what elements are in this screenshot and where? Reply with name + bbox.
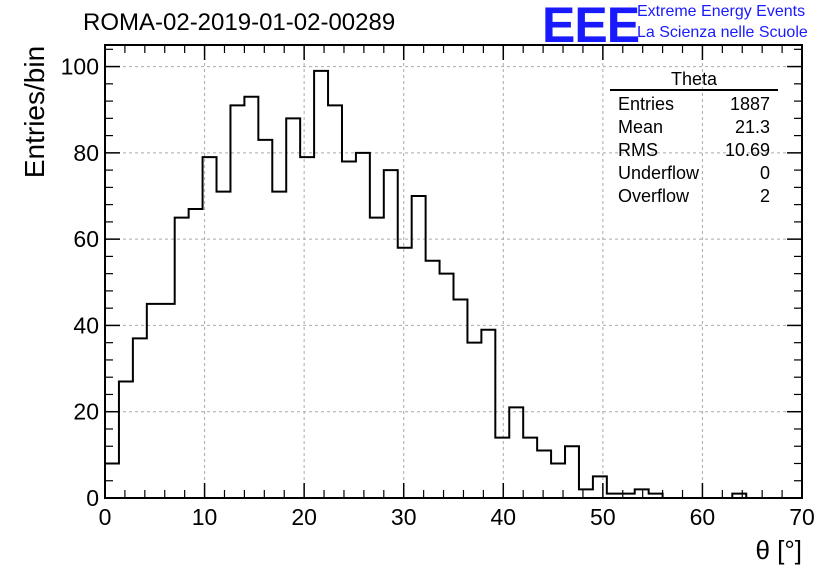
histogram-series [104, 69, 802, 499]
eee-logo: EEE [542, 0, 640, 53]
logo-line-2: La Scienza nelle Scuole [637, 24, 808, 41]
stats-title: Theta [610, 67, 778, 91]
x-tick-label: 40 [490, 504, 516, 530]
stats-value: 10.69 [724, 140, 770, 160]
stats-row-mean: Mean 21.3 [610, 116, 778, 139]
logo-line-1: Extreme Energy Events [637, 3, 806, 20]
y-tick-label: 20 [73, 399, 99, 425]
stats-row-underflow: Underflow 0 [610, 162, 778, 185]
stats-value: 2 [759, 186, 770, 206]
y-tick-label: 60 [73, 226, 99, 252]
chart-title: ROMA-02-2019-01-02-00289 [83, 9, 396, 36]
x-tick-label: 20 [291, 504, 317, 530]
stats-value: 21.3 [734, 117, 770, 137]
stats-label: Underflow [618, 163, 700, 183]
y-tick-label: 80 [73, 140, 99, 166]
x-tick-label: 60 [690, 504, 716, 530]
x-tick-label: 0 [99, 504, 112, 530]
x-tick-label: 70 [789, 504, 815, 530]
x-axis-label: θ [°] [755, 535, 802, 565]
stats-box: Theta Entries 1887 Mean 21.3 RMS 10.69 U… [610, 67, 778, 208]
y-tick-label: 40 [73, 312, 99, 338]
x-tick-label: 10 [192, 504, 218, 530]
y-tick-label: 100 [61, 54, 99, 80]
x-tick-label: 30 [391, 504, 417, 530]
plot-frame [104, 44, 803, 499]
stats-label: Entries [618, 94, 675, 114]
y-tick-label: 0 [86, 485, 99, 511]
stats-row-rms: RMS 10.69 [610, 139, 778, 162]
stats-label: Overflow [618, 186, 690, 206]
stats-row-overflow: Overflow 2 [610, 185, 778, 208]
stats-label: Mean [618, 117, 664, 137]
stats-value: 1887 [729, 94, 770, 114]
x-tick-label: 50 [590, 504, 616, 530]
stats-row-entries: Entries 1887 [610, 93, 778, 116]
stats-label: RMS [618, 140, 658, 160]
y-axis-label: Entries/bin [19, 45, 50, 179]
stats-value: 0 [759, 163, 770, 183]
